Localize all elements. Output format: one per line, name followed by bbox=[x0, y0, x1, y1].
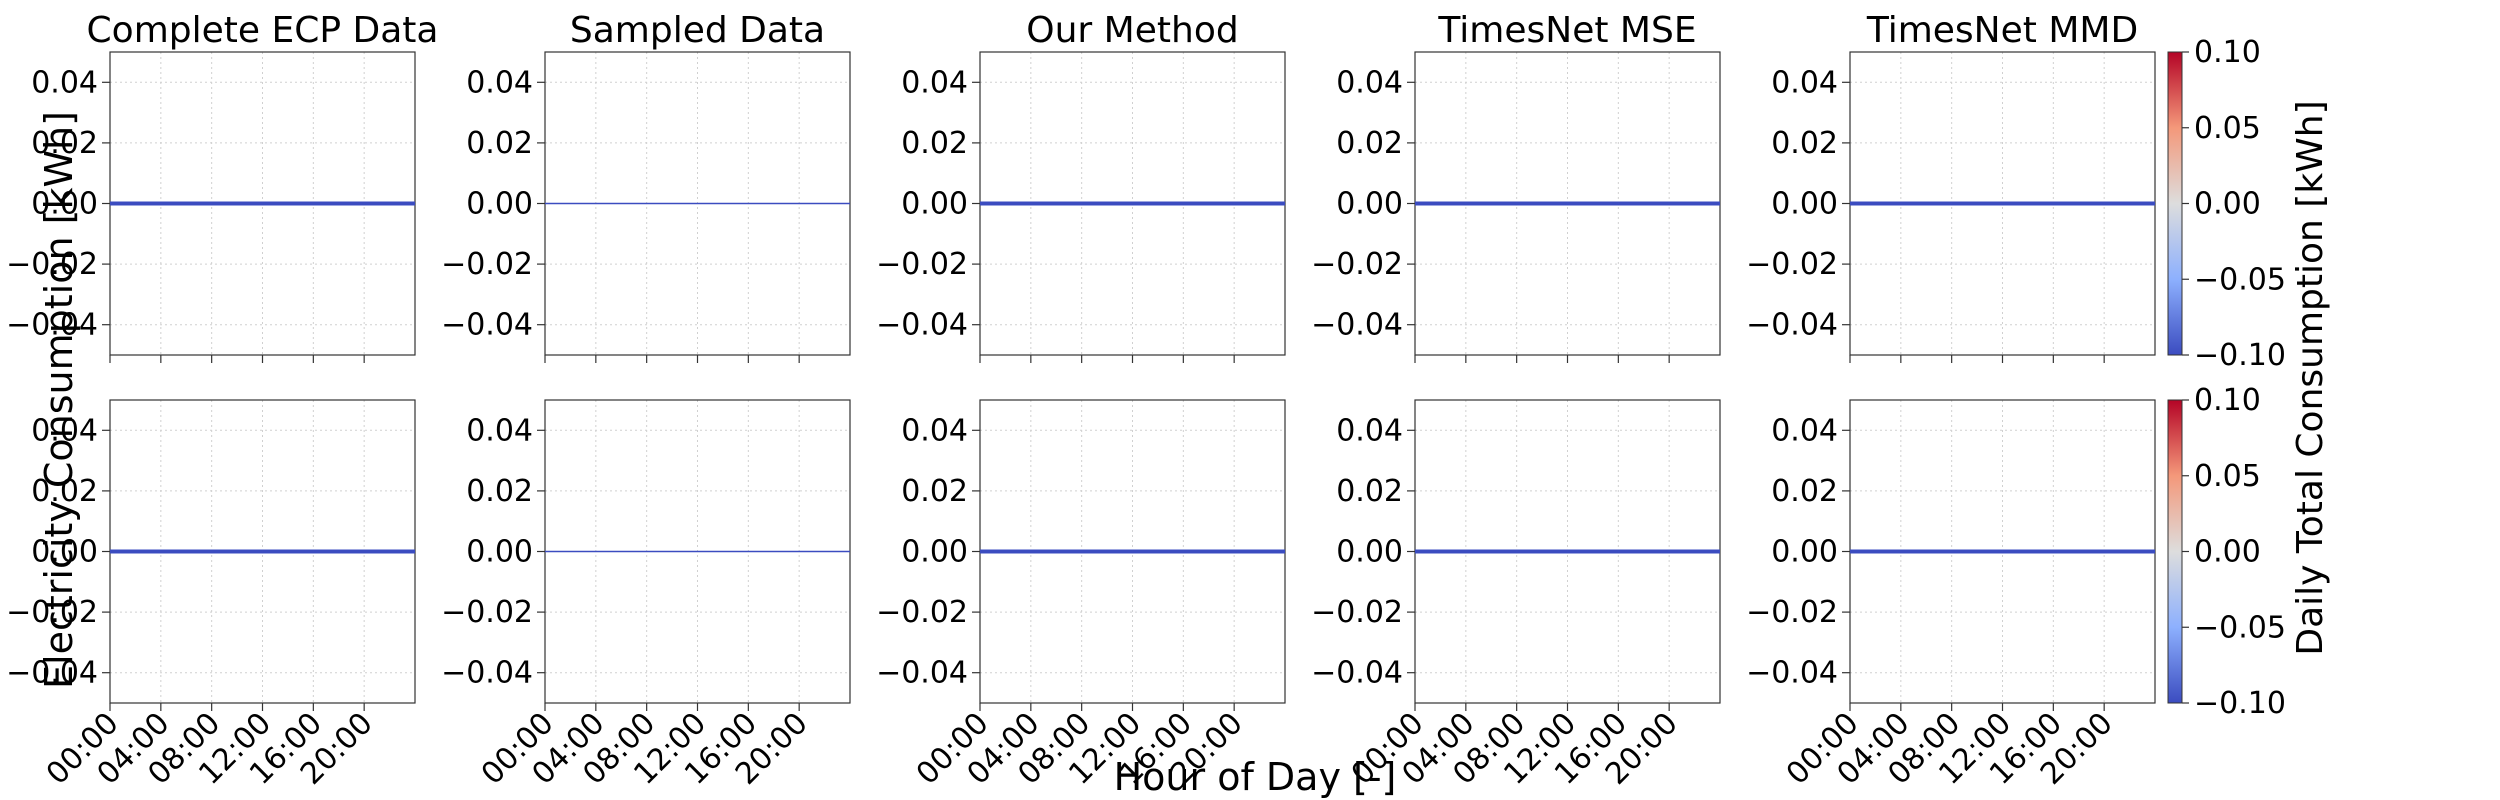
y-tick-label: 0.02 bbox=[901, 474, 968, 509]
panel-0-0: 0.04 0.02 0.00 −0.02 −0.04 Complete ECP Data bbox=[6, 10, 438, 363]
y-tick-label: 0.04 bbox=[31, 65, 98, 100]
colorbar-tick-label: 0.05 bbox=[2194, 459, 2261, 494]
panel-0-4: 0.04 0.02 0.00 −0.02 −0.04 TimesNet MMD bbox=[1746, 10, 2156, 363]
y-tick-label: 0.00 bbox=[901, 535, 968, 570]
y-tick-label: −0.04 bbox=[876, 308, 968, 343]
x-axis-label: Hour of Day [-] bbox=[1114, 755, 1397, 799]
y-tick-label: 0.04 bbox=[901, 413, 968, 448]
y-tick-label: −0.04 bbox=[6, 308, 98, 343]
y-tick-label: 0.02 bbox=[1771, 474, 1838, 509]
y-tick-label: −0.04 bbox=[876, 656, 968, 691]
y-tick-label: 0.04 bbox=[1336, 413, 1403, 448]
y-tick-label: 0.02 bbox=[466, 474, 533, 509]
y-tick-label: 0.02 bbox=[1336, 474, 1403, 509]
y-tick-label: −0.02 bbox=[876, 595, 968, 630]
y-tick-label: 0.00 bbox=[31, 535, 98, 570]
colorbar-tick-label: 0.05 bbox=[2194, 111, 2261, 146]
colorbar-tick-label: −0.10 bbox=[2194, 338, 2286, 373]
y-tick-label: 0.04 bbox=[901, 65, 968, 100]
y-tick-label: 0.02 bbox=[1771, 126, 1838, 161]
y-tick-label: −0.02 bbox=[6, 247, 98, 282]
y-tick-label: −0.04 bbox=[1746, 656, 1838, 691]
colorbar-tick-label: 0.10 bbox=[2194, 35, 2261, 70]
y-tick-label: −0.04 bbox=[1311, 308, 1403, 343]
colorbar-label: Daily Total Consumption [kWh] bbox=[2290, 100, 2331, 655]
panel-1-4: 0.040.020.00−0.02−0.0400:0004:0008:0012:… bbox=[1746, 399, 2156, 792]
y-tick-label: −0.02 bbox=[1311, 247, 1403, 282]
panel-1-2: 0.040.020.00−0.02−0.0400:0004:0008:0012:… bbox=[876, 399, 1286, 792]
y-tick-label: −0.02 bbox=[1311, 595, 1403, 630]
y-tick-label: −0.04 bbox=[441, 656, 533, 691]
colorbar-tick-label: 0.00 bbox=[2194, 535, 2261, 570]
colorbar-tick-label: −0.05 bbox=[2194, 610, 2286, 645]
colorbar-bar bbox=[2167, 51, 2183, 356]
y-tick-label: 0.00 bbox=[1336, 535, 1403, 570]
y-tick-label: −0.02 bbox=[1746, 595, 1838, 630]
panel-title: TimesNet MMD bbox=[1866, 10, 2138, 51]
y-tick-label: 0.04 bbox=[1771, 413, 1838, 448]
y-tick-label: 0.00 bbox=[1771, 535, 1838, 570]
y-tick-label: −0.04 bbox=[1311, 656, 1403, 691]
panel-title: TimesNet MSE bbox=[1437, 10, 1696, 51]
y-tick-label: 0.02 bbox=[31, 474, 98, 509]
colorbars: 0.10 0.05 0.00 −0.05 −0.10 0.10 0.05 0.00 −0.05 −… bbox=[2167, 35, 2331, 721]
y-tick-label: −0.02 bbox=[6, 595, 98, 630]
y-tick-label: 0.04 bbox=[466, 413, 533, 448]
panel-title: Complete ECP Data bbox=[87, 10, 439, 51]
y-tick-label: 0.00 bbox=[31, 187, 98, 222]
colorbar-tick-label: −0.10 bbox=[2194, 686, 2286, 721]
colorbar-tick-label: 0.10 bbox=[2194, 383, 2261, 418]
y-tick-label: 0.00 bbox=[1336, 187, 1403, 222]
colorbar-bar bbox=[2167, 399, 2183, 704]
panel-title: Our Method bbox=[1026, 10, 1238, 51]
panel-1-3: 0.040.020.00−0.02−0.0400:0004:0008:0012:… bbox=[1311, 399, 1721, 792]
y-tick-label: −0.02 bbox=[441, 595, 533, 630]
y-tick-label: 0.04 bbox=[466, 65, 533, 100]
colorbar-1: 0.10 0.05 0.00 −0.05 −0.10 bbox=[2167, 383, 2286, 721]
y-tick-label: 0.02 bbox=[901, 126, 968, 161]
y-tick-label: 0.02 bbox=[1336, 126, 1403, 161]
panel-0-3: 0.04 0.02 0.00 −0.02 −0.04 TimesNet MSE bbox=[1311, 10, 1721, 363]
y-tick-label: −0.04 bbox=[1746, 308, 1838, 343]
y-tick-label: 0.02 bbox=[466, 126, 533, 161]
panel-0-1: 0.04 0.02 0.00 −0.02 −0.04 Sampled Data bbox=[441, 10, 851, 363]
y-tick-label: 0.00 bbox=[466, 535, 533, 570]
colorbar-0: 0.10 0.05 0.00 −0.05 −0.10 bbox=[2167, 35, 2286, 373]
y-tick-label: 0.04 bbox=[31, 413, 98, 448]
y-axis-label: Electricity Consumption [kWh] bbox=[37, 111, 81, 689]
y-tick-label: 0.04 bbox=[1336, 65, 1403, 100]
y-tick-label: 0.00 bbox=[466, 187, 533, 222]
y-tick-label: 0.02 bbox=[31, 126, 98, 161]
y-tick-label: −0.02 bbox=[876, 247, 968, 282]
panel-0-2: 0.04 0.02 0.00 −0.02 −0.04 Our Method bbox=[876, 10, 1286, 363]
y-tick-label: −0.02 bbox=[1746, 247, 1838, 282]
y-tick-label: 0.00 bbox=[1771, 187, 1838, 222]
panel-1-1: 0.040.020.00−0.02−0.0400:0004:0008:0012:… bbox=[441, 399, 851, 792]
y-tick-label: 0.04 bbox=[1771, 65, 1838, 100]
y-tick-label: 0.00 bbox=[901, 187, 968, 222]
y-tick-label: −0.02 bbox=[441, 247, 533, 282]
colorbar-tick-label: −0.05 bbox=[2194, 262, 2286, 297]
colorbar-tick-label: 0.00 bbox=[2194, 187, 2261, 222]
panel-title: Sampled Data bbox=[570, 10, 825, 51]
y-tick-label: −0.04 bbox=[441, 308, 533, 343]
y-tick-label: −0.04 bbox=[6, 656, 98, 691]
